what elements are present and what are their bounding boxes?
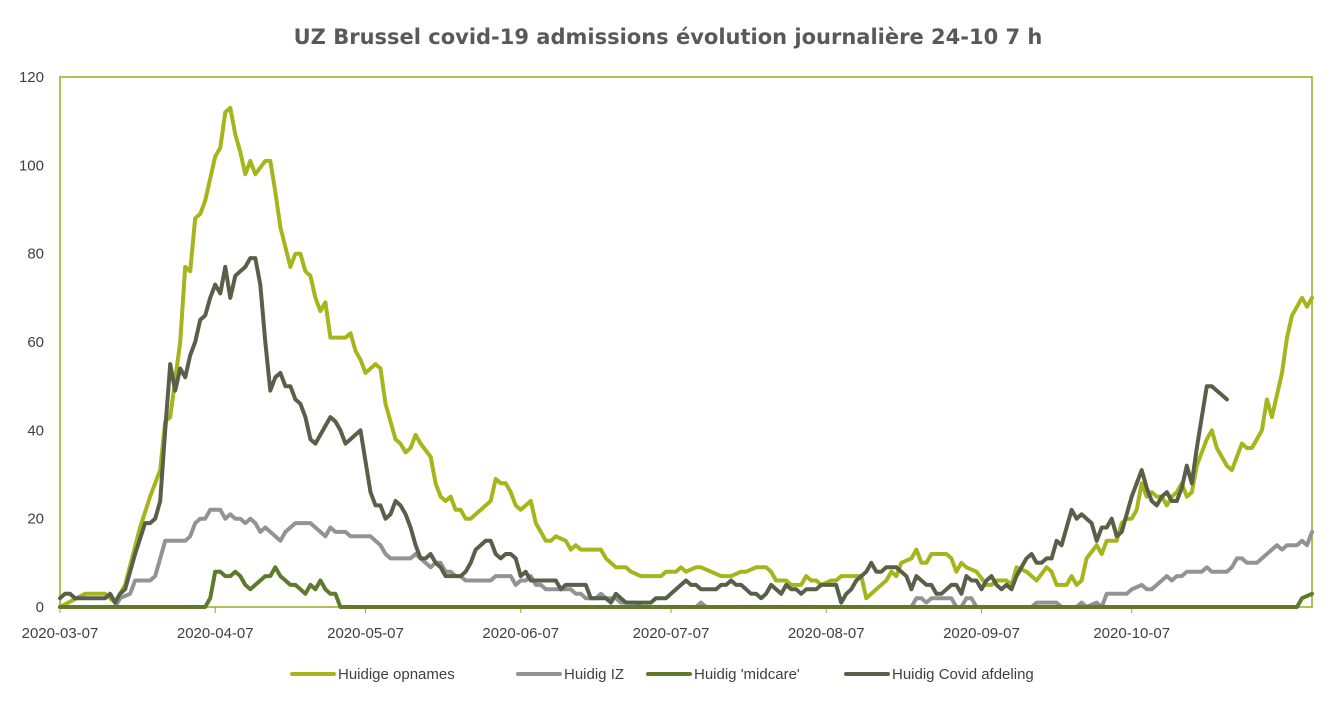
series-line-3: [58, 565, 1314, 609]
y-tick-label: 20: [27, 511, 44, 528]
series-line-2: [58, 507, 1314, 609]
x-tick-label: 2020-05-07: [327, 625, 404, 642]
x-tick-label: 2020-08-07: [788, 625, 865, 642]
y-tick-label: 0: [36, 599, 44, 616]
chart-title: UZ Brussel covid-19 admissions évolution…: [294, 25, 1043, 49]
legend-label: Huidige opnames: [338, 666, 455, 683]
legend-label: Huidig 'midcare': [694, 666, 800, 683]
x-tick-label: 2020-07-07: [633, 625, 710, 642]
series-lines: [58, 105, 1314, 609]
x-tick-label: 2020-09-07: [943, 625, 1020, 642]
y-tick-label: 80: [27, 246, 44, 263]
x-tick-label: 2020-03-07: [22, 625, 99, 642]
x-tick-label: 2020-06-07: [482, 625, 559, 642]
y-tick-label: 120: [19, 69, 44, 86]
legend-label: Huidig IZ: [564, 666, 624, 683]
x-tick-label: 2020-04-07: [177, 625, 254, 642]
legend-label: Huidig Covid afdeling: [892, 666, 1034, 683]
legend: Huidige opnames Huidig IZ Huidig 'midcare'…: [290, 666, 1034, 683]
y-tick-label: 100: [19, 157, 44, 174]
series-line-1: [58, 105, 1314, 609]
y-tick-label: 40: [27, 422, 44, 439]
axes: 0 20 40 60 80 100 120 2020-03-07 2020-04-07 2020-…: [19, 69, 1313, 642]
x-tick-label: 2020-10-07: [1093, 625, 1170, 642]
y-tick-label: 60: [27, 334, 44, 351]
series-line-4: [58, 256, 1229, 605]
